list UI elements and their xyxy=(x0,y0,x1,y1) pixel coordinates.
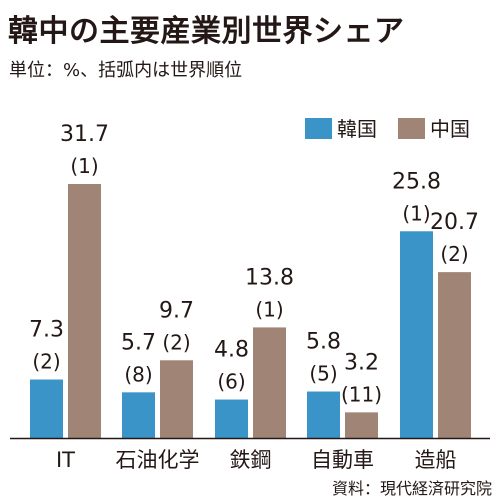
category-label-0: IT xyxy=(56,448,75,472)
rank-label-korea-2: (6) xyxy=(217,370,245,394)
source-note: 資料：現代経済研究院 xyxy=(331,479,492,498)
rank-label-korea-4: (1) xyxy=(402,201,430,225)
legend: 韓国 中国 xyxy=(305,117,470,141)
bar-korea-2 xyxy=(215,399,248,438)
bar-korea-1 xyxy=(122,392,155,438)
bar-china-4 xyxy=(438,272,471,438)
bar-china-3 xyxy=(345,412,378,438)
value-label-korea-2: 4.8 xyxy=(214,338,249,363)
value-label-korea-4: 25.8 xyxy=(392,169,441,194)
value-label-korea-0: 7.3 xyxy=(29,318,64,343)
legend-label-korea: 韓国 xyxy=(337,117,377,141)
bar-china-2 xyxy=(253,327,286,438)
value-label-china-3: 3.2 xyxy=(344,350,379,375)
value-label-china-1: 9.7 xyxy=(159,298,194,323)
value-label-korea-3: 5.8 xyxy=(306,330,341,355)
bar-korea-0 xyxy=(30,379,63,438)
category-label-4: 造船 xyxy=(415,448,457,472)
rank-label-china-4: (2) xyxy=(440,242,468,266)
rank-label-china-1: (2) xyxy=(162,330,190,354)
bar-korea-4 xyxy=(400,231,433,438)
value-label-china-0: 31.7 xyxy=(60,122,109,147)
legend-swatch-korea xyxy=(305,118,332,139)
rank-label-korea-0: (2) xyxy=(32,350,60,374)
rank-label-china-3: (11) xyxy=(341,382,382,406)
value-label-korea-1: 5.7 xyxy=(121,330,156,355)
category-label-1: 石油化学 xyxy=(116,448,200,472)
bar-korea-3 xyxy=(307,391,340,438)
value-label-china-4: 20.7 xyxy=(430,210,479,235)
category-labels: IT 石油化学 鉄鋼 自動車 造船 xyxy=(56,448,457,472)
legend-label-china: 中国 xyxy=(430,117,470,141)
value-label-china-2: 13.8 xyxy=(245,265,294,290)
rank-label-china-0: (1) xyxy=(70,154,98,178)
chart-subtitle: 単位：%、括弧内は世界順位 xyxy=(9,60,243,81)
chart-title: 韓中の主要産業別世界シェア xyxy=(8,14,405,49)
rank-label-korea-1: (8) xyxy=(124,362,152,386)
category-label-2: 鉄鋼 xyxy=(230,448,272,472)
legend-swatch-china xyxy=(398,118,425,139)
category-label-3: 自動車 xyxy=(311,448,374,472)
bars-layer xyxy=(30,184,471,438)
bar-china-1 xyxy=(160,360,193,438)
rank-label-china-2: (1) xyxy=(255,297,283,321)
labels-layer: 7.3(2)5.7(8)4.8(6)5.8(5)25.8(1)31.7(1)9.… xyxy=(29,122,479,406)
bar-china-0 xyxy=(68,184,101,438)
rank-label-korea-3: (5) xyxy=(309,362,337,386)
